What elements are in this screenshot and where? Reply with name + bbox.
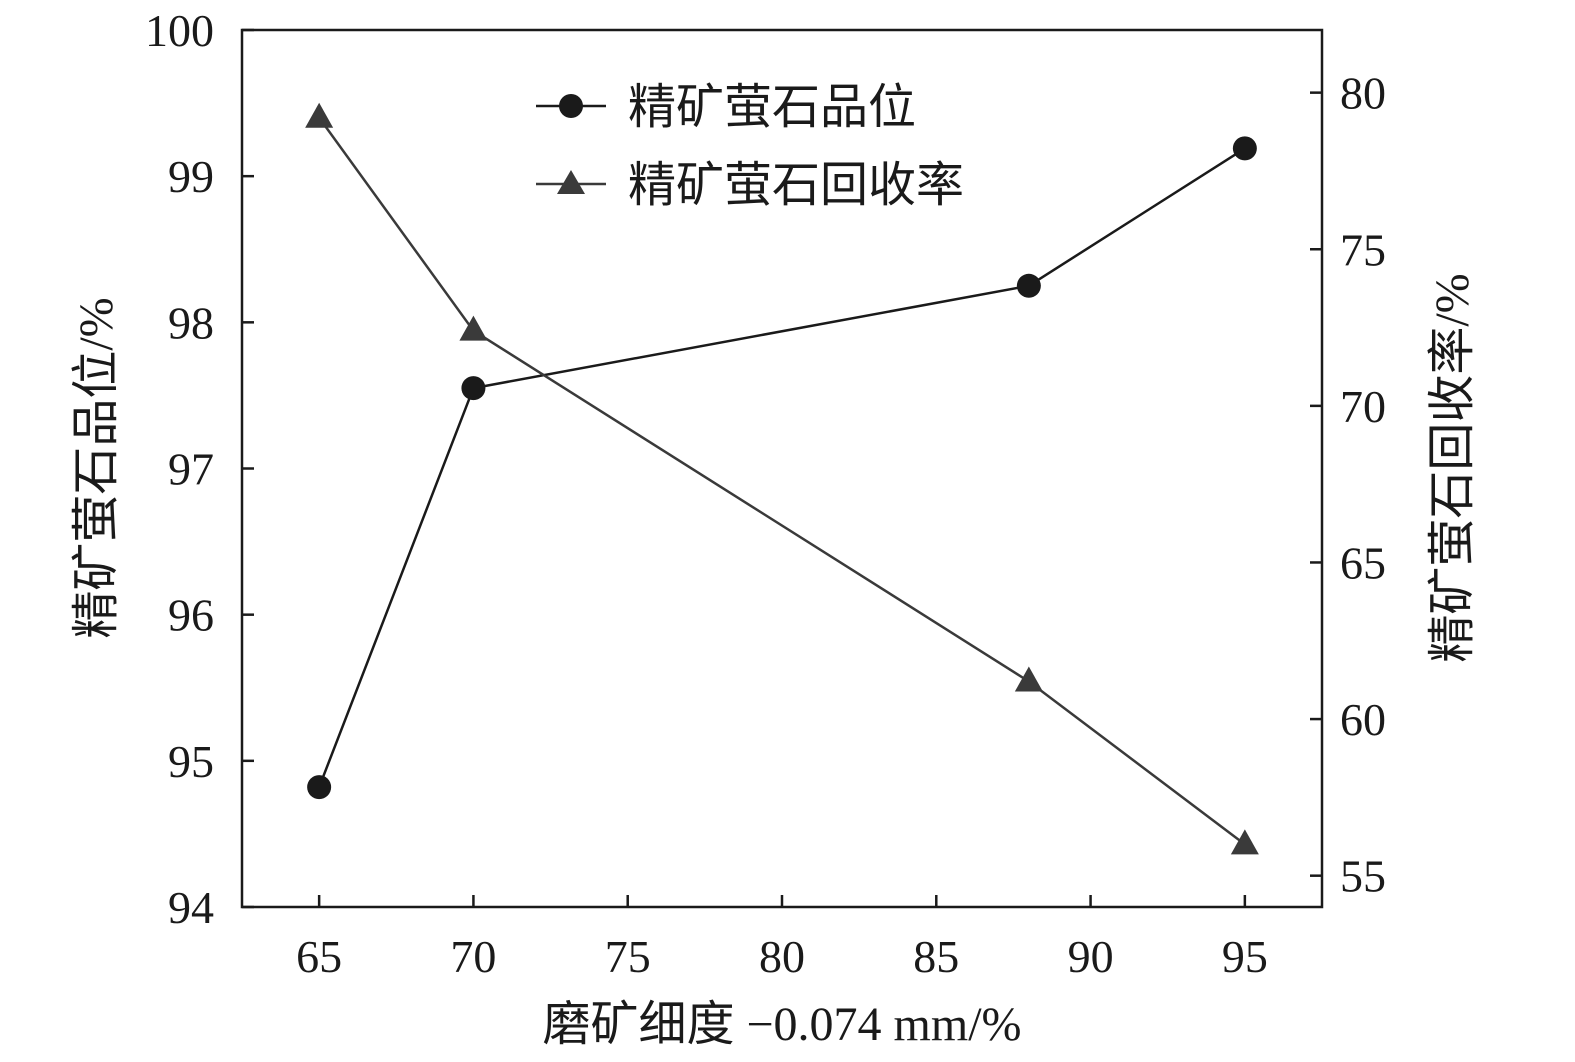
- series-grade-point: [461, 376, 486, 401]
- right-y-tick-label: 80: [1340, 68, 1386, 119]
- x-tick-label: 80: [759, 931, 805, 982]
- x-axis-title: 磨矿细度 −0.074 mm/%: [542, 998, 1021, 1051]
- left-y-axis: 94 95 96 97 98 99 100: [145, 5, 254, 933]
- right-y-tick-label: 55: [1340, 851, 1386, 902]
- series-layer: [305, 102, 1259, 855]
- series-recovery-point: [459, 315, 488, 341]
- right-y-tick-label: 70: [1340, 381, 1386, 432]
- right-y-axis-title: 精矿萤石回收率/%: [1426, 273, 1479, 662]
- legend-grade-label: 精矿萤石品位: [628, 81, 916, 134]
- x-tick-label: 75: [605, 931, 651, 982]
- right-y-tick-label: 65: [1340, 537, 1386, 588]
- x-tick-label: 65: [296, 931, 342, 982]
- left-y-tick-label: 95: [168, 736, 214, 787]
- series-recovery-line: [318, 116, 1246, 846]
- legend: 精矿萤石品位 精矿萤石回收率: [536, 81, 964, 212]
- series-grade-point: [307, 775, 332, 800]
- series-grade-point: [1232, 136, 1257, 161]
- series-recovery-point: [305, 102, 334, 128]
- legend-recovery-marker: [557, 170, 585, 194]
- series-grade-point: [1016, 273, 1041, 298]
- x-tick-label: 85: [913, 931, 959, 982]
- left-y-tick-label: 98: [168, 297, 214, 348]
- series-grade-line: [317, 147, 1246, 788]
- x-tick-label: 70: [450, 931, 496, 982]
- left-y-axis-title: 精矿萤石品位/%: [70, 297, 123, 638]
- right-y-tick-label: 60: [1340, 694, 1386, 745]
- left-y-tick-label: 100: [145, 5, 214, 56]
- legend-recovery-label: 精矿萤石回收率: [628, 159, 964, 212]
- left-y-tick-label: 99: [168, 151, 214, 202]
- x-tick-label: 90: [1068, 931, 1114, 982]
- right-y-axis: 55 60 65 70 75 80: [1310, 68, 1386, 902]
- left-y-tick-label: 96: [168, 590, 214, 641]
- left-y-tick-label: 97: [168, 444, 214, 495]
- x-axis: 65 70 75 80 85 90 95: [296, 895, 1268, 982]
- series-recovery-point: [1014, 666, 1043, 692]
- x-tick-label: 95: [1222, 931, 1268, 982]
- legend-grade-marker: [559, 94, 583, 118]
- left-y-tick-label: 94: [168, 882, 214, 933]
- series-recovery-point: [1230, 829, 1259, 855]
- right-y-tick-label: 75: [1340, 224, 1386, 275]
